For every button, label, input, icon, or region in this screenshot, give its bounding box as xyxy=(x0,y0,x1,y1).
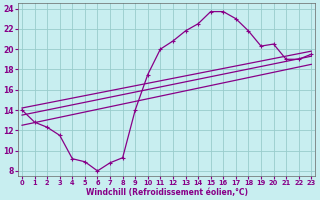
X-axis label: Windchill (Refroidissement éolien,°C): Windchill (Refroidissement éolien,°C) xyxy=(86,188,248,197)
